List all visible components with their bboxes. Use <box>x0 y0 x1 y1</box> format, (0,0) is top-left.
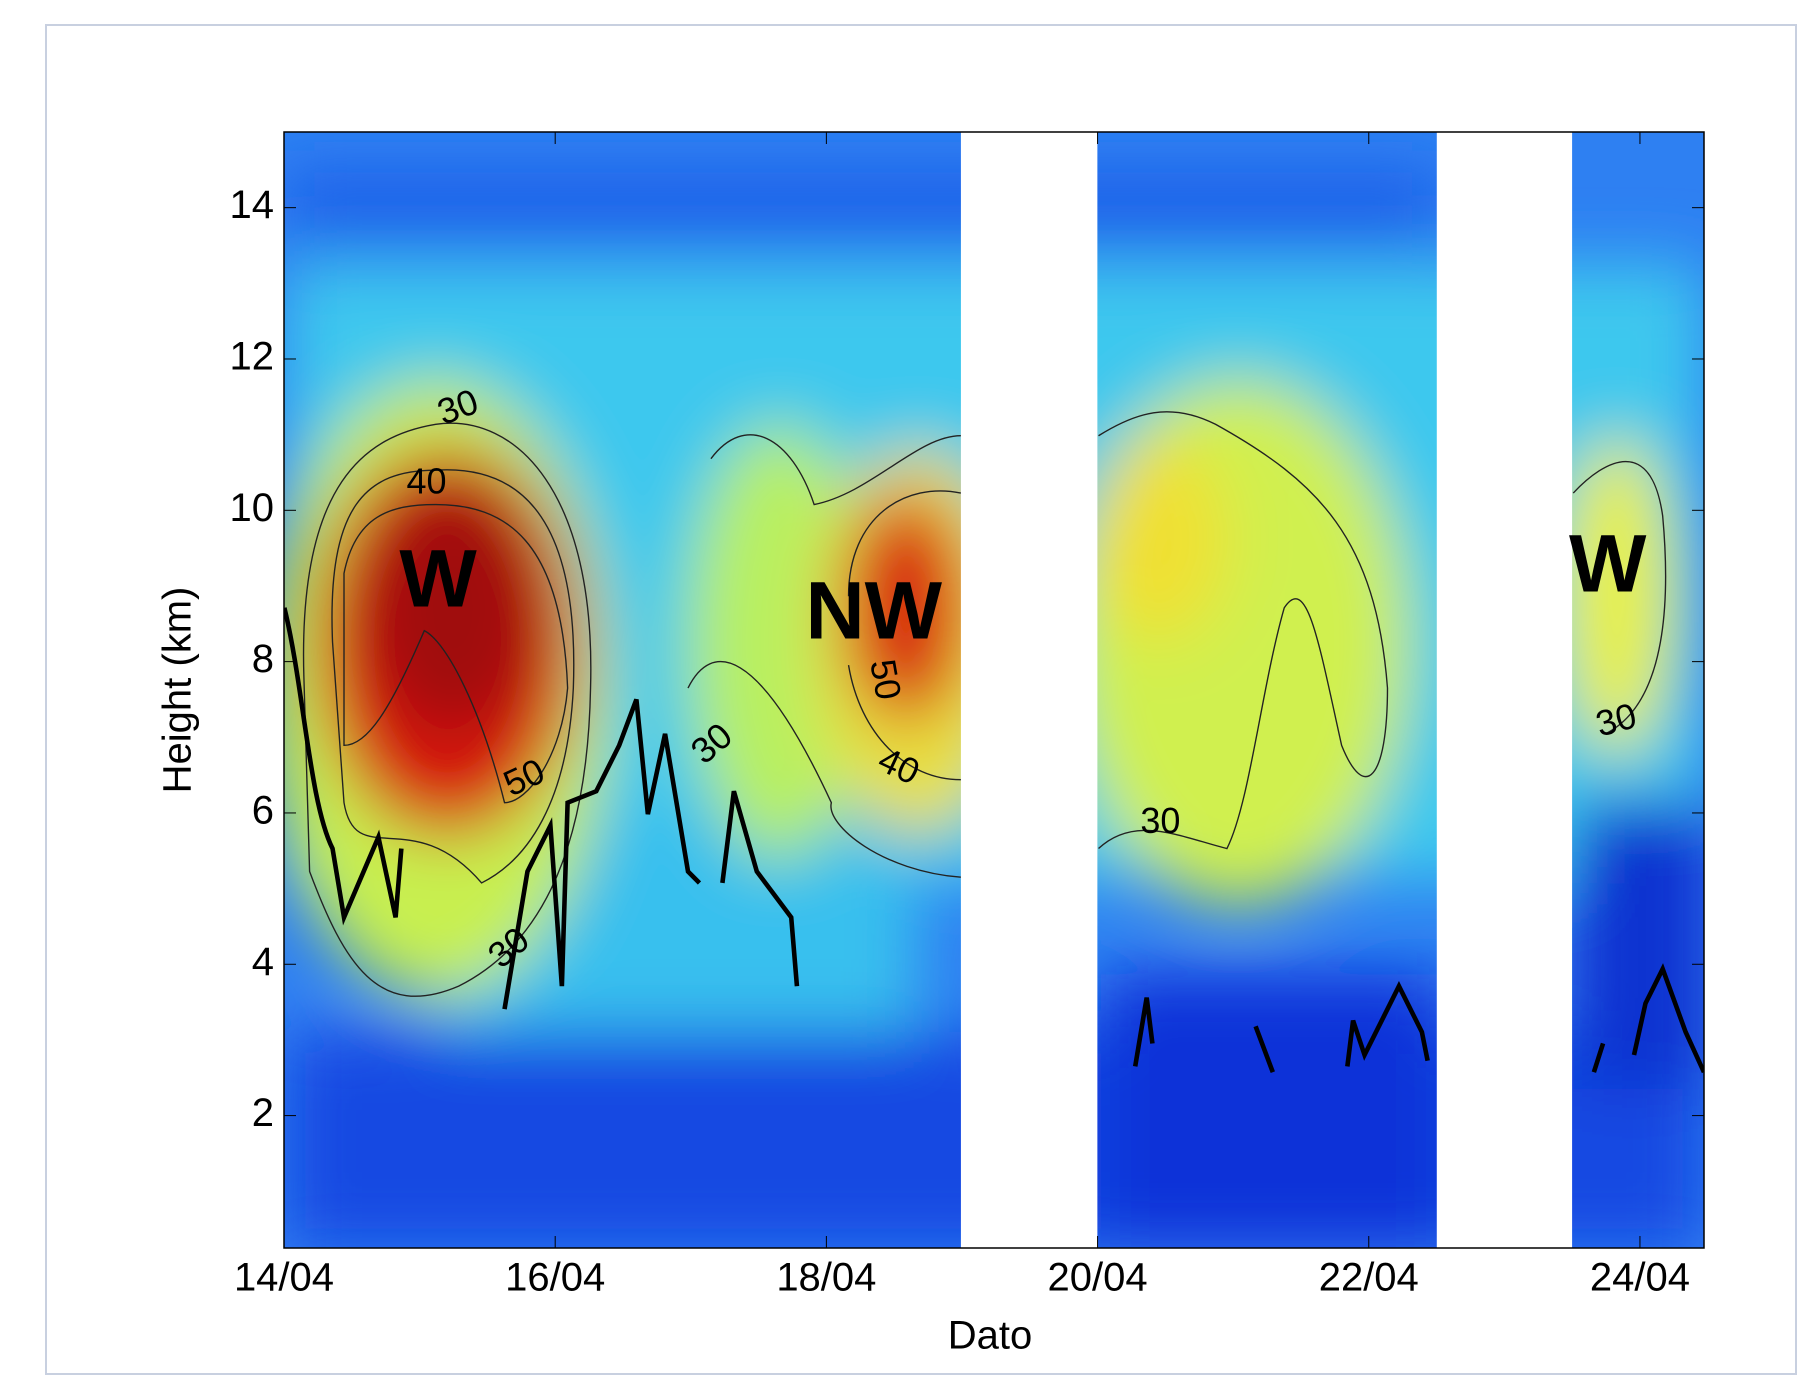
x-tick-label: 18/04 <box>776 1256 876 1300</box>
y-tick-label: 2 <box>252 1091 274 1135</box>
y-tick-label: 8 <box>252 637 274 681</box>
annotation: W <box>1569 519 1647 610</box>
y-tick-label: 6 <box>252 789 274 833</box>
annotation: NW <box>805 566 942 657</box>
y-tick-label: 4 <box>252 940 274 984</box>
x-tick-label: 16/04 <box>505 1256 605 1300</box>
contour-label: 40 <box>407 460 447 501</box>
x-tick-label: 22/04 <box>1319 1256 1419 1300</box>
frame <box>45 24 1797 1375</box>
annotation: W <box>399 533 477 624</box>
field <box>284 131 1704 1248</box>
y-tick-label: 12 <box>230 335 275 379</box>
x-tick-label: 20/04 <box>1048 1256 1148 1300</box>
y-tick-label: 14 <box>230 183 275 227</box>
x-tick-label: 14/04 <box>234 1256 334 1300</box>
contour-label: 30 <box>1140 800 1180 841</box>
y-axis-label: Height (km) <box>156 587 200 794</box>
plot-frame <box>283 131 1705 1249</box>
x-axis-label: Dato <box>948 1314 1033 1358</box>
contour-label: 50 <box>862 656 909 703</box>
y-tick-label: 10 <box>230 486 275 530</box>
x-tick-label: 24/04 <box>1590 1256 1690 1300</box>
